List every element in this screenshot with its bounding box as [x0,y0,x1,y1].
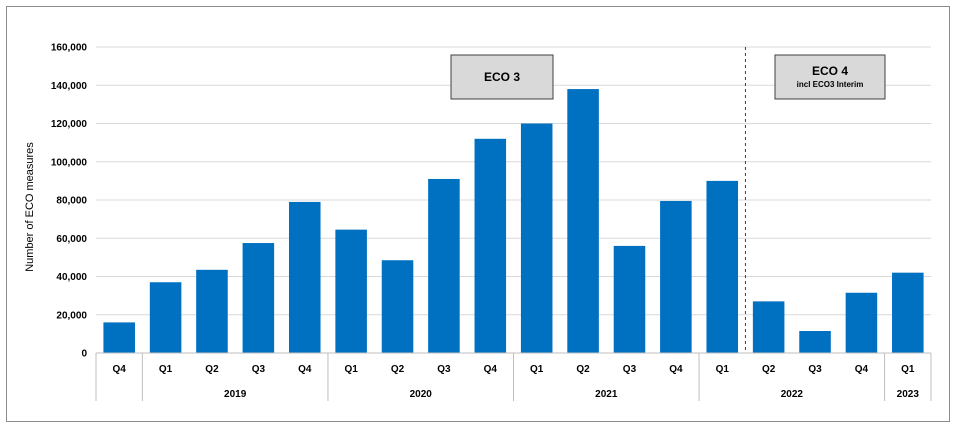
x-year-labels: 2019 2020 2021 2022 2023 [224,389,919,400]
bar [474,138,507,353]
y-tick-label: 20,000 [56,310,87,321]
x-tick-label: Q2 [391,364,405,375]
y-tick-label: 0 [81,349,87,360]
gridlines [96,46,931,316]
x-year-label: 2022 [781,389,804,400]
bar [242,243,275,353]
annotation-box-bg [450,54,554,100]
bar [381,260,414,353]
bar [706,180,739,353]
bar [335,229,367,353]
x-tick-label: Q1 [716,364,730,375]
y-tick-label: 40,000 [56,272,87,283]
bar [196,269,228,353]
bars [103,89,924,353]
annotation-title: ECO 4 [812,64,848,78]
annotations: ECO 3 ECO 4 incl ECO3 Interim [450,54,886,100]
x-tick-label: Q1 [344,364,358,375]
annotation-subtitle: incl ECO3 Interim [797,80,864,89]
x-tick-label: Q3 [437,364,451,375]
bar [149,282,182,353]
x-tick-label: Q1 [530,364,544,375]
annotation-box: ECO 4 incl ECO3 Interim [774,54,886,100]
y-tick-label: 160,000 [51,43,88,54]
annotation-box: ECO 3 [450,54,554,100]
axes [95,47,932,401]
y-tick-label: 140,000 [51,81,88,92]
annotation-title: ECO 3 [484,70,520,84]
bar [520,123,553,353]
bar [567,89,599,353]
x-category-labels: Q4 Q1 Q2 Q3 Q4 Q1 Q2 Q3 Q4 Q1 Q2 Q3 Q4 Q1 Q2 Q3 Q4 Q1 [113,364,915,375]
x-tick-label: Q3 [808,364,822,375]
x-tick-label: Q4 [669,364,683,375]
y-axis-label: Number of ECO measures [24,142,36,272]
x-tick-label: Q4 [855,364,869,375]
x-year-label: 2023 [897,389,920,400]
bar-chart: 0 20,000 40,000 60,000 80,000 100,000 120,000 1… [24,43,932,401]
bar [103,322,135,353]
x-tick-label: Q2 [576,364,590,375]
bar [752,301,785,353]
bar [288,201,321,353]
y-tick-label: 120,000 [51,119,88,130]
bar [428,178,460,353]
x-year-label: 2019 [224,389,247,400]
chart-frame: 0 20,000 40,000 60,000 80,000 100,000 120,000 1… [6,6,950,422]
y-tick-labels: 0 20,000 40,000 60,000 80,000 100,000 120,000 1… [51,43,88,360]
x-tick-label: Q3 [623,364,637,375]
bar [660,200,692,353]
x-year-label: 2020 [410,389,433,400]
bar [613,245,646,353]
y-tick-label: 60,000 [56,234,87,245]
x-tick-label: Q4 [484,364,498,375]
bar [799,331,831,353]
x-tick-label: Q2 [762,364,776,375]
x-tick-label: Q3 [252,364,266,375]
x-tick-label: Q1 [901,364,915,375]
y-tick-label: 80,000 [56,196,87,207]
bar [845,292,878,353]
bar [892,272,924,353]
x-tick-label: Q1 [159,364,173,375]
annotation-box-bg [774,54,886,100]
x-tick-label: Q4 [298,364,312,375]
x-year-label: 2021 [595,389,618,400]
y-tick-label: 100,000 [51,157,88,168]
x-tick-label: Q4 [113,364,127,375]
x-tick-label: Q2 [205,364,219,375]
